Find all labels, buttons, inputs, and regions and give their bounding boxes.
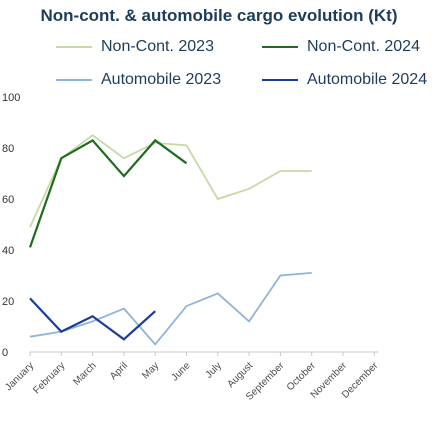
series-line-automobile-2023	[29, 272, 312, 346]
legend-swatch-noncont-2023	[56, 46, 92, 48]
y-tick-label: 20	[2, 296, 14, 308]
legend: Non-Cont. 2023 Non-Cont. 2024 Automobile…	[0, 34, 438, 94]
legend-swatch-automobile-2023	[56, 79, 92, 81]
series-line-non-cont-2024	[28, 138, 188, 248]
y-tick-label: 80	[2, 143, 14, 155]
y-tick-label: 100	[2, 92, 20, 104]
x-tick-label: July	[204, 360, 224, 380]
legend-swatch-noncont-2024	[262, 46, 298, 48]
series-line-automobile-2024	[29, 297, 156, 341]
legend-item-automobile-2023[interactable]: Automobile 2023	[56, 71, 221, 89]
legend-swatch-automobile-2024	[262, 79, 298, 81]
legend-label-noncont-2024: Non-Cont. 2024	[307, 38, 420, 55]
legend-label-automobile-2023: Automobile 2023	[101, 71, 222, 88]
y-tick-label: 40	[2, 245, 14, 257]
legend-item-noncont-2024[interactable]: Non-Cont. 2024	[262, 38, 420, 56]
x-tick-label: March	[71, 360, 98, 387]
y-tick-label: 0	[2, 347, 8, 359]
x-tick-label: August	[225, 360, 255, 390]
x-tick-label: May	[140, 360, 161, 381]
series-line-non-cont-2023	[29, 134, 312, 228]
x-tick-label: February	[31, 360, 67, 396]
legend-item-noncont-2023[interactable]: Non-Cont. 2023	[56, 38, 214, 56]
legend-label-noncont-2023: Non-Cont. 2023	[101, 38, 214, 55]
legend-label-automobile-2024: Automobile 2024	[307, 71, 428, 88]
x-tick-label: June	[170, 360, 193, 383]
y-tick-label: 60	[2, 194, 14, 206]
legend-item-automobile-2024[interactable]: Automobile 2024	[262, 71, 427, 89]
chart-title: Non-cont. & automobile cargo evolution (…	[40, 6, 398, 25]
x-tick-label: April	[108, 360, 130, 382]
